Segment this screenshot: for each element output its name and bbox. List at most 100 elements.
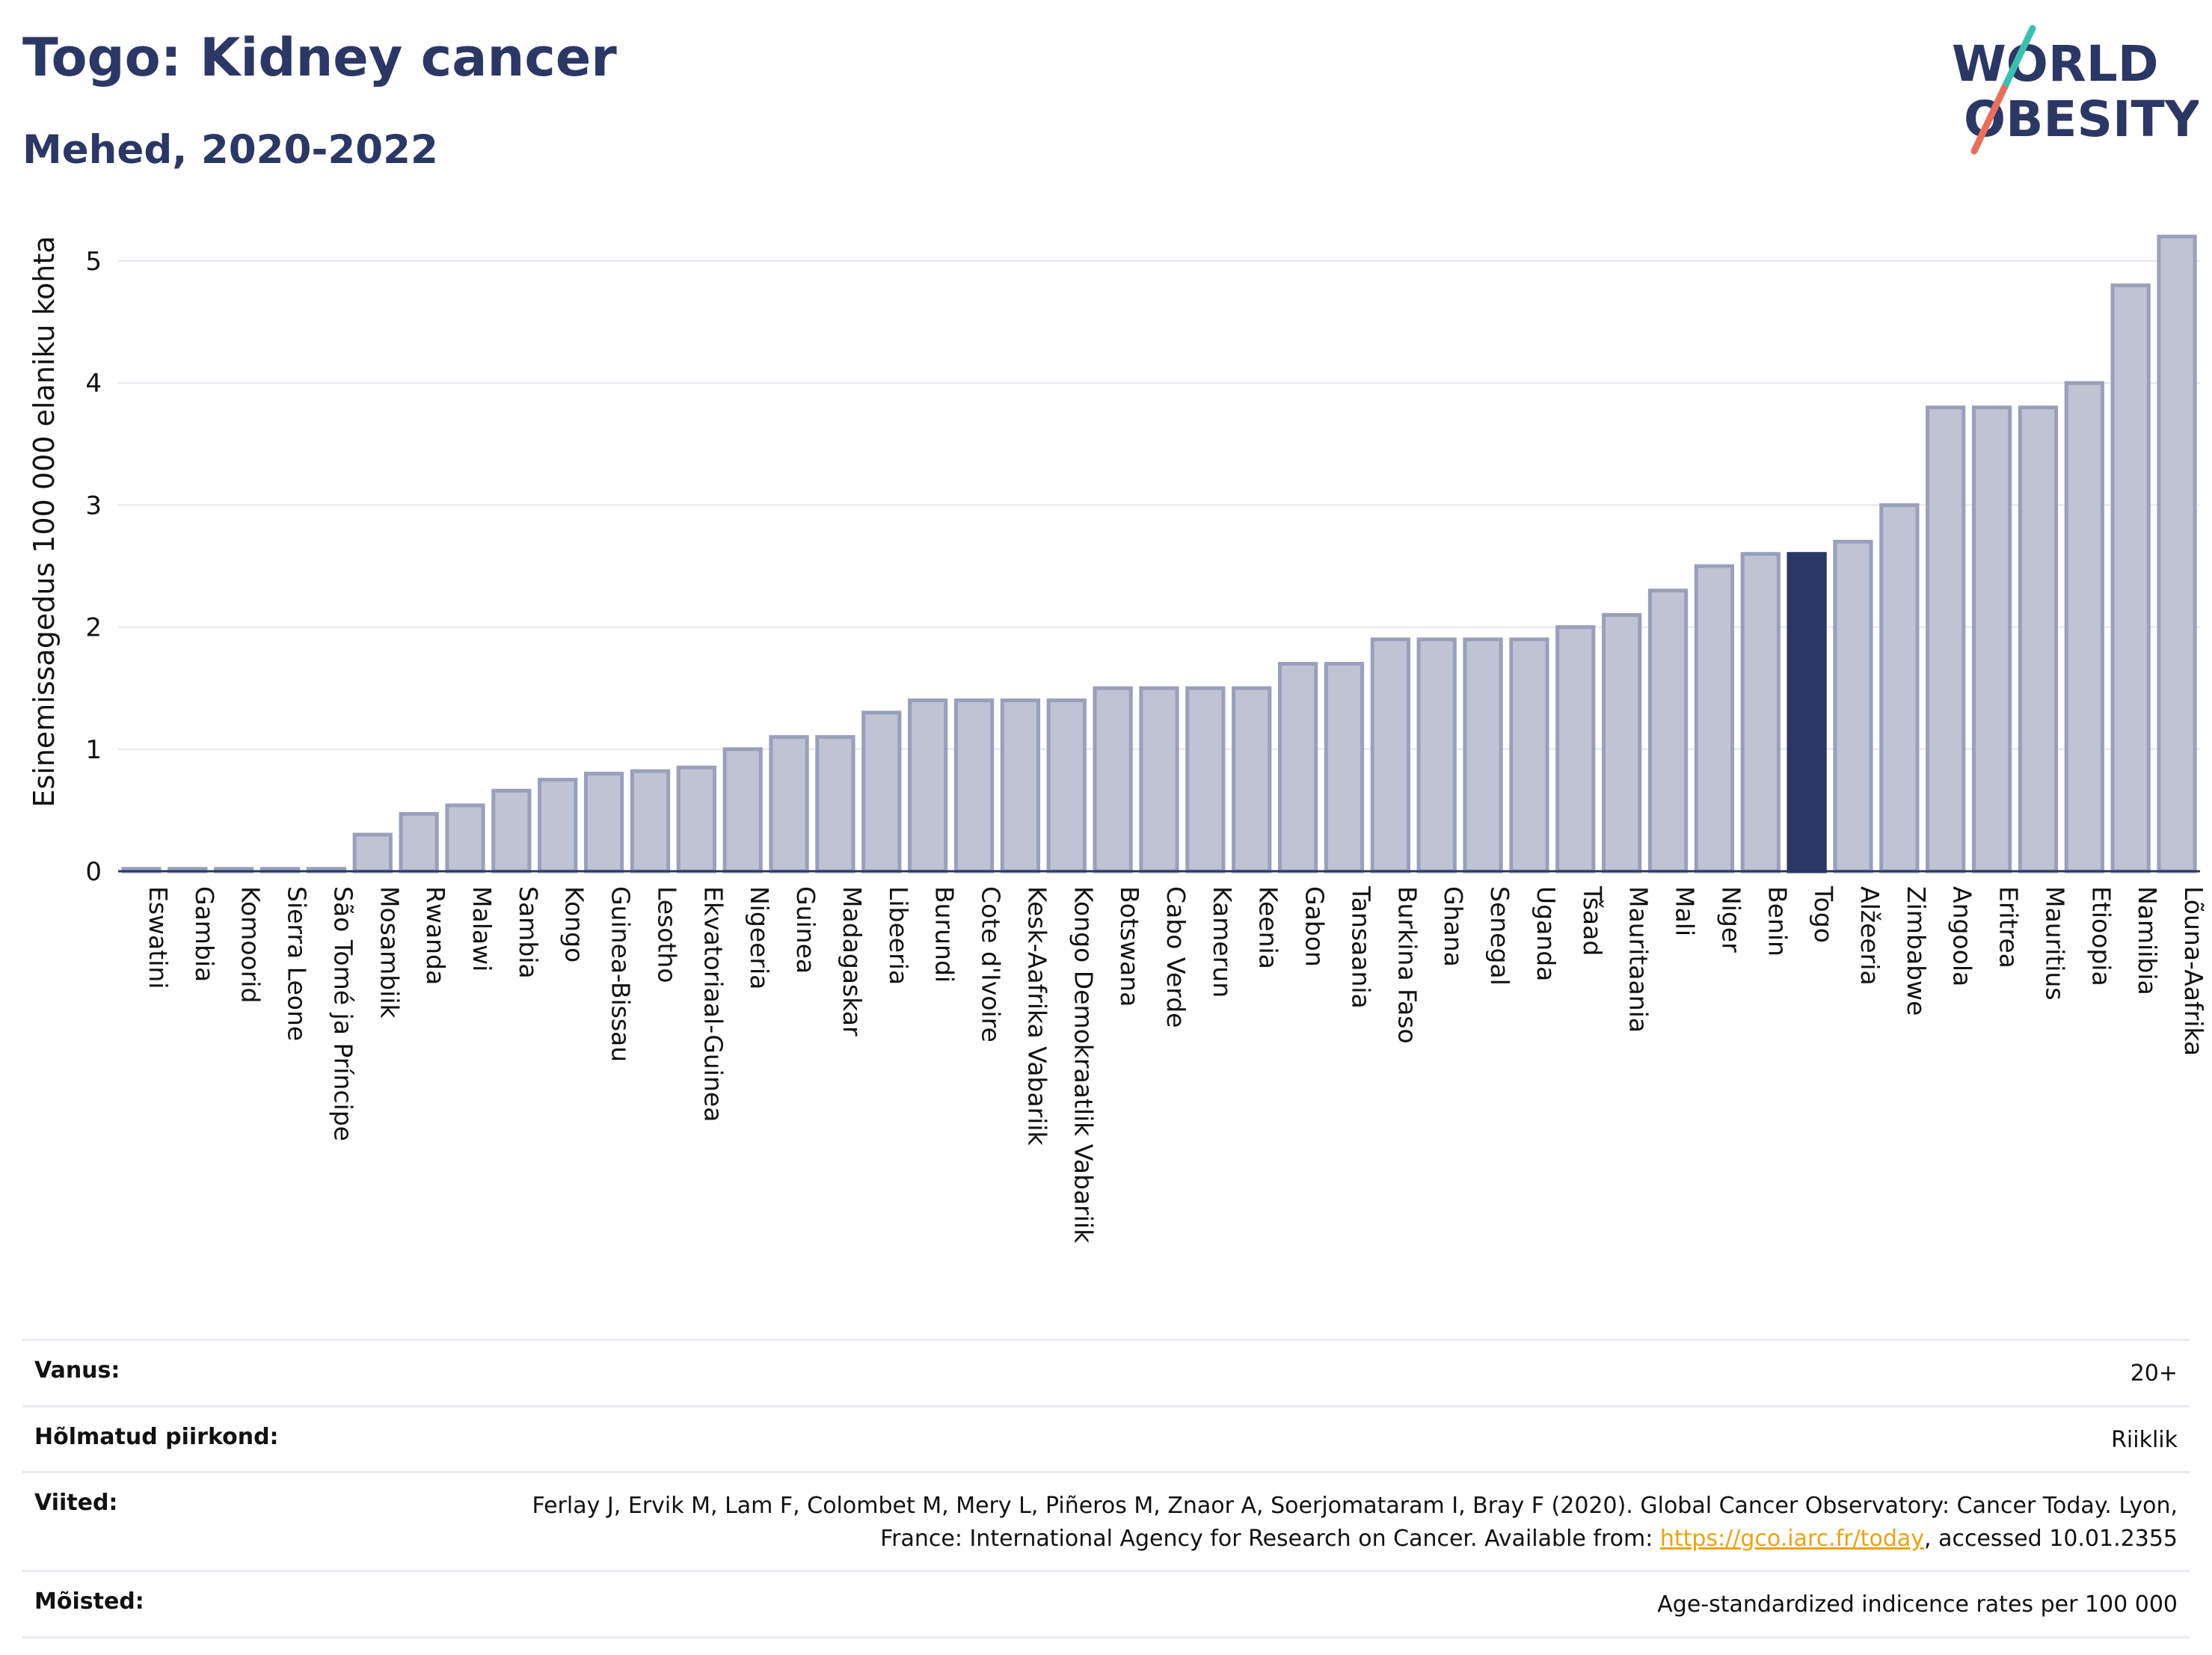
x-tick-label: Eswatini (144, 886, 173, 989)
bar (352, 832, 393, 873)
logo-text-obesity: OBESITY (1964, 90, 2199, 148)
definitions-value: Age-standardized indicence rates per 100… (1657, 1591, 2178, 1618)
meta-row-age: Vanus: 20+ (22, 1339, 2190, 1405)
bar (445, 803, 485, 873)
references-label: Viited: (34, 1490, 118, 1516)
x-tick-label: Tansaania (1346, 885, 1375, 1009)
bar (1232, 686, 1272, 873)
references-link[interactable]: https://gco.iarc.fr/today (1659, 1525, 1925, 1552)
y-tick-label: 2 (85, 613, 102, 643)
bars (121, 234, 2197, 873)
references-accessed: , accessed 10.01.2355 (1924, 1525, 2178, 1552)
x-tick-label: Namiibia (2133, 886, 2162, 995)
x-tick-label: Etioopia (2086, 886, 2116, 986)
x-tick-label: Cabo Verde (1161, 886, 1191, 1028)
x-tick-label: Madagaskar (838, 886, 867, 1037)
logo-slash-teal (2000, 25, 2036, 92)
bar (1416, 637, 1457, 873)
x-tick-label: Cote d'Ivoire (977, 886, 1006, 1043)
x-tick-label: Komoorid (236, 886, 265, 1003)
bar (2110, 283, 2151, 873)
x-tick-label: Sambia (514, 886, 543, 979)
x-tick-label: Tšaad (1578, 885, 1607, 956)
y-tick-label: 3 (85, 491, 102, 521)
bar (1324, 662, 1365, 873)
y-tick-label: 0 (85, 857, 102, 887)
x-tick-label: Ekvatoriaal-Guinea (698, 886, 728, 1122)
x-tick-label: Burundi (930, 886, 959, 983)
meta-row-definitions: Mõisted: Age-standardized indicence rate… (22, 1570, 2190, 1639)
x-tick-label: Zimbabwe (1902, 886, 1931, 1016)
bar (1093, 686, 1133, 873)
y-tick-labels: 0 1 2 3 4 5 (85, 247, 102, 887)
bar (1647, 589, 1689, 873)
x-tick-label: Togo (1809, 885, 1838, 943)
x-tick-label: Guinea-Bissau (606, 886, 636, 1062)
bar (1046, 698, 1087, 873)
bar (2064, 381, 2104, 873)
bar (1139, 686, 1179, 873)
x-tick-label: Malawi (467, 886, 497, 971)
bar (1277, 662, 1318, 873)
bar (1879, 503, 1920, 873)
bar (1926, 405, 1966, 873)
bar (908, 698, 948, 873)
bar (1509, 637, 1549, 873)
age-label: Vanus: (34, 1357, 120, 1384)
bar (1971, 405, 2012, 873)
x-tick-label: Guinea (791, 886, 820, 974)
x-tick-label: Sierra Leone (283, 886, 312, 1041)
y-tick-label: 1 (85, 735, 102, 765)
x-tick-label: Kongo Demokraatlik Vabariik (1069, 886, 1098, 1244)
bar (1787, 552, 1827, 873)
meta-row-region: Hõlmatud piirkond: Riiklik (22, 1404, 2190, 1472)
x-tick-label: Mauritaania (1624, 886, 1653, 1033)
x-tick-label: Nigeeria (745, 886, 774, 989)
references-value: Ferlay J, Ervik M, Lam F, Colombet M, Me… (495, 1490, 2178, 1555)
bar (1185, 686, 1226, 873)
references-text: Ferlay J, Ervik M, Lam F, Colombet M, Me… (532, 1493, 2178, 1552)
world-obesity-logo: WORLD OBESITY (1952, 25, 2199, 155)
bar (2018, 405, 2059, 873)
x-tick-label: Senegal (1485, 886, 1514, 986)
bar (1740, 552, 1781, 873)
bar (2157, 234, 2197, 873)
y-tick-label: 5 (85, 247, 102, 277)
x-tick-label: Botswana (1115, 886, 1144, 1007)
bar (399, 811, 439, 873)
x-tick-label: Kamerun (1208, 886, 1237, 998)
meta-row-references: Viited: Ferlay J, Ervik M, Lam F, Colomb… (22, 1471, 2190, 1570)
region-label: Hõlmatud piirkond: (34, 1423, 279, 1450)
bar (953, 698, 995, 873)
x-tick-label: Gabon (1300, 886, 1330, 967)
x-tick-label: Mauritius (2040, 886, 2069, 1001)
x-tick-label: Benin (1763, 886, 1792, 957)
bar (491, 788, 532, 873)
logo-slash-coral (1970, 85, 2008, 155)
bar (630, 769, 671, 873)
logo-text-world: WORLD (1952, 35, 2159, 93)
x-tick-labels: Eswatini Gambia Komoorid Sierra Leone São To… (144, 885, 2208, 1244)
definitions-label: Mõisted: (34, 1588, 144, 1615)
x-tick-label: Ghana (1439, 886, 1468, 967)
bar (722, 747, 763, 873)
x-tick-label: Rwanda (421, 886, 450, 985)
x-tick-label: Eritrea (1994, 886, 2024, 968)
bar (1463, 637, 1503, 873)
x-tick-label: Lesotho (652, 886, 681, 983)
x-tick-label: São Tomé ja Príncipe (328, 886, 357, 1141)
y-tick-label: 4 (85, 369, 102, 399)
chart-subtitle: Mehed, 2020-2022 (22, 127, 438, 173)
x-tick-label: Mosambiik (375, 886, 404, 1019)
metadata-table: Vanus: 20+ Hõlmatud piirkond: Riiklik Vi… (22, 1339, 2190, 1639)
x-tick-label: Alžeeria (1855, 886, 1884, 986)
x-tick-label: Burkina Faso (1392, 886, 1422, 1044)
bar (1602, 612, 1642, 873)
chart-title: Togo: Kidney cancer (22, 27, 617, 88)
x-tick-label: Lõuna-Aafrika (2179, 886, 2208, 1056)
x-tick-label: Kongo (560, 886, 589, 962)
x-tick-label: Niger (1716, 886, 1745, 953)
x-tick-label: Angoola (1948, 886, 1977, 986)
bar (1000, 698, 1041, 873)
x-tick-label: Libeeria (884, 886, 913, 985)
